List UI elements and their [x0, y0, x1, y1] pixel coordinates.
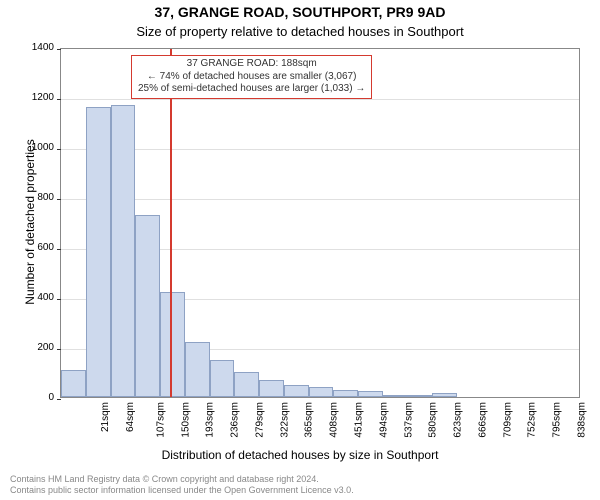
- footnote: Contains HM Land Registry data © Crown c…: [10, 474, 354, 496]
- xtick-label: 537sqm: [403, 402, 414, 438]
- ytick-mark: [57, 199, 61, 200]
- gridline: [61, 99, 579, 100]
- xtick-label: 451sqm: [354, 402, 365, 438]
- histogram-bar: [86, 107, 111, 397]
- plot-area: 37 GRANGE ROAD: 188sqm ← 74% of detached…: [60, 48, 580, 398]
- chart-container: 37, GRANGE ROAD, SOUTHPORT, PR9 9AD Size…: [0, 0, 600, 500]
- ytick-label: 200: [14, 342, 54, 353]
- histogram-bar: [111, 105, 136, 398]
- xtick-label: 752sqm: [527, 402, 538, 438]
- footnote-line-1: Contains HM Land Registry data © Crown c…: [10, 474, 354, 485]
- histogram-bar: [333, 390, 358, 398]
- xtick-label: 494sqm: [378, 402, 389, 438]
- ytick-mark: [57, 99, 61, 100]
- annotation-box: 37 GRANGE ROAD: 188sqm ← 74% of detached…: [131, 55, 372, 99]
- reference-line: [170, 49, 172, 397]
- ytick-mark: [57, 149, 61, 150]
- ytick-mark: [57, 399, 61, 400]
- title-main: 37, GRANGE ROAD, SOUTHPORT, PR9 9AD: [0, 4, 600, 20]
- footnote-line-2: Contains public sector information licen…: [10, 485, 354, 496]
- histogram-bar: [432, 393, 457, 397]
- xtick-label: 709sqm: [502, 402, 513, 438]
- gridline: [61, 199, 579, 200]
- histogram-bar: [358, 391, 383, 397]
- xtick-label: 21sqm: [100, 402, 111, 432]
- xtick-label: 623sqm: [453, 402, 464, 438]
- xtick-label: 408sqm: [329, 402, 340, 438]
- histogram-bar: [160, 292, 185, 397]
- x-axis-label: Distribution of detached houses by size …: [0, 448, 600, 462]
- xtick-label: 580sqm: [428, 402, 439, 438]
- ytick-mark: [57, 299, 61, 300]
- ytick-mark: [57, 349, 61, 350]
- histogram-bar: [135, 215, 160, 398]
- xtick-label: 279sqm: [255, 402, 266, 438]
- ytick-mark: [57, 249, 61, 250]
- annotation-line-1: 37 GRANGE ROAD: 188sqm: [138, 58, 365, 71]
- histogram-bar: [234, 372, 259, 397]
- annotation-line-3: 25% of semi-detached houses are larger (…: [138, 83, 365, 96]
- xtick-label: 64sqm: [125, 402, 136, 432]
- ytick-label: 600: [14, 242, 54, 253]
- title-sub: Size of property relative to detached ho…: [0, 24, 600, 39]
- xtick-label: 322sqm: [279, 402, 290, 438]
- gridline: [61, 149, 579, 150]
- ytick-label: 1000: [14, 142, 54, 153]
- xtick-label: 666sqm: [477, 402, 488, 438]
- histogram-bar: [408, 395, 433, 397]
- ytick-mark: [57, 49, 61, 50]
- ytick-label: 800: [14, 192, 54, 203]
- xtick-label: 838sqm: [576, 402, 587, 438]
- ytick-label: 1400: [14, 42, 54, 53]
- histogram-bar: [309, 387, 334, 397]
- xtick-label: 795sqm: [552, 402, 563, 438]
- histogram-bar: [259, 380, 284, 398]
- histogram-bar: [185, 342, 210, 397]
- histogram-bar: [383, 395, 408, 398]
- xtick-label: 365sqm: [304, 402, 315, 438]
- xtick-label: 107sqm: [155, 402, 166, 438]
- histogram-bar: [284, 385, 309, 398]
- xtick-label: 193sqm: [205, 402, 216, 438]
- ytick-label: 1200: [14, 92, 54, 103]
- histogram-bar: [61, 370, 86, 398]
- ytick-label: 0: [14, 392, 54, 403]
- xtick-label: 150sqm: [180, 402, 191, 438]
- xtick-label: 236sqm: [230, 402, 241, 438]
- ytick-label: 400: [14, 292, 54, 303]
- histogram-bar: [210, 360, 235, 398]
- annotation-line-2: ← 74% of detached houses are smaller (3,…: [138, 71, 365, 84]
